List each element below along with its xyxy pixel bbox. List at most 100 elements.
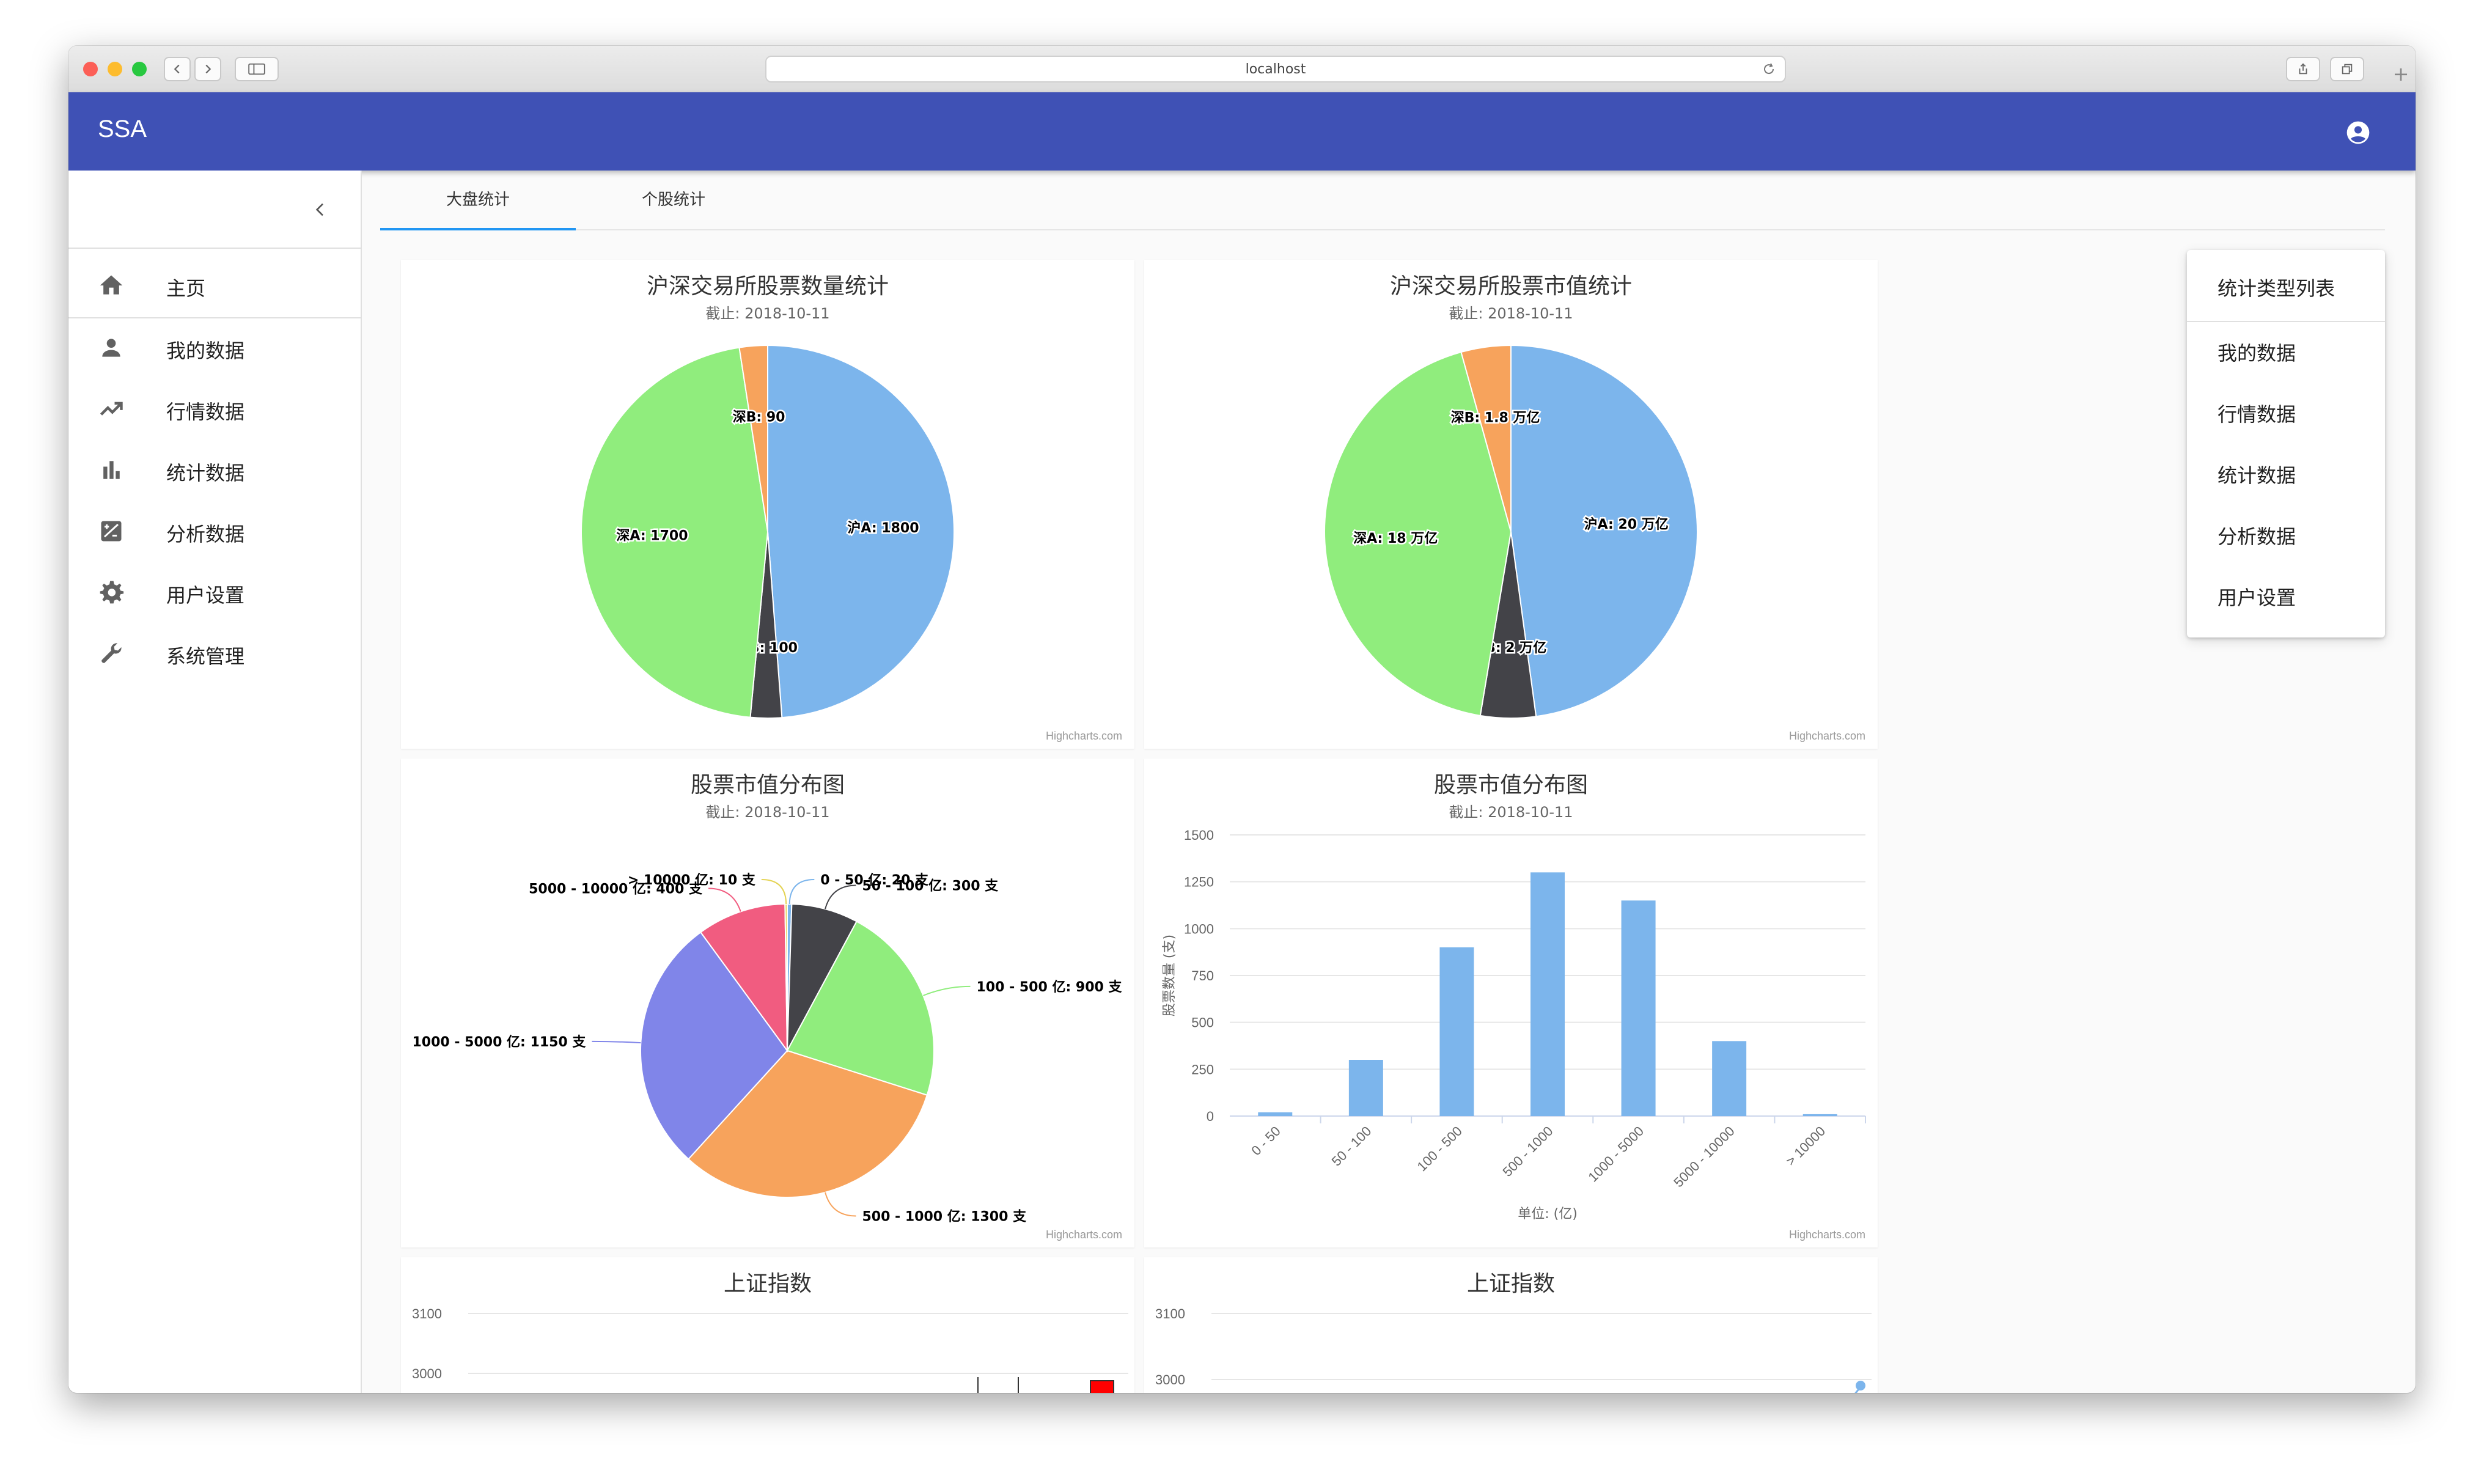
chart-panel-sse-index-line: 3000 3100 上证指数: [1144, 1257, 1878, 1393]
pie-data-label: 1000 - 5000 亿: 1150 支: [412, 1035, 586, 1050]
pie-data-label: 沪A: 1800: [847, 520, 919, 536]
chart-panel-sse-index-candles: 3000 3100 上证指数: [401, 1257, 1134, 1393]
pie-slice-3[interactable]: [1324, 351, 1512, 716]
pie-slice-4[interactable]: [687, 1049, 928, 1198]
bar-chart-cap-distribution: 0 250 500 750 1000 1250 1500 0 - 50 50 - 100 100 …: [1162, 828, 1866, 1222]
menu-item-my-data[interactable]: 我的数据: [2218, 342, 2296, 365]
bar-50-100[interactable]: [1348, 1060, 1383, 1116]
tab-bar: 大盘统计 个股统计: [380, 171, 2385, 230]
y-tick-label: 3000: [1155, 1372, 1185, 1387]
zoom-window-button[interactable]: [132, 62, 147, 76]
active-tab-indicator: [380, 228, 576, 230]
bar-500-1000[interactable]: [1530, 872, 1565, 1116]
y-tick-label: 1000: [1184, 921, 1214, 936]
pie-slice-3[interactable]: [581, 347, 769, 718]
pie-slice-3[interactable]: [786, 920, 935, 1096]
url-text: localhost: [1245, 61, 1306, 77]
pie-slice-1[interactable]: [1510, 344, 1698, 718]
pie-slice-4[interactable]: [1460, 344, 1512, 532]
chart-panel-market-cap: 沪A: 20 万亿 沪B: 2 万亿 深A: 18 万亿 深B: 1.8 万亿 沪深交…: [1144, 260, 1878, 749]
new-tab-button[interactable]: +: [2392, 62, 2409, 86]
menu-item-statistics[interactable]: 统计数据: [2218, 464, 2296, 487]
chart-credits[interactable]: Highcharts.com: [1788, 1229, 1865, 1241]
y-tick-label: 0: [1207, 1109, 1214, 1124]
pie-data-label: 50 - 100 亿: 300 支: [862, 879, 999, 894]
sidebar-item-label: 我的数据: [166, 339, 245, 362]
chart-subtitle: 截止: 2018-10-11: [705, 804, 830, 821]
chart-credits[interactable]: Highcharts.com: [1045, 1229, 1122, 1241]
person-icon: [102, 339, 120, 357]
pie-slice-1[interactable]: [767, 344, 955, 719]
menu-item-market-data[interactable]: 行情数据: [2218, 403, 2296, 426]
y-tick-label: 750: [1191, 968, 1214, 983]
sidebar-item-system-admin[interactable]: 系统管理: [68, 622, 361, 683]
minimize-window-button[interactable]: [108, 62, 122, 76]
pie-data-label: 100 - 500 亿: 900 支: [977, 980, 1123, 995]
account-circle-icon[interactable]: [2345, 119, 2372, 146]
pie-slice-5[interactable]: [640, 931, 788, 1160]
sidebar-item-user-settings[interactable]: 用户设置: [68, 560, 361, 622]
sidebar: 主页 我的数据 行情数据 统计数据 分析数据 用户设置 系统管理: [68, 171, 362, 1393]
analysis-icon: [101, 521, 122, 542]
sidebar-item-statistics[interactable]: 统计数据: [68, 438, 361, 499]
candle-body[interactable]: [1090, 1380, 1114, 1393]
close-window-button[interactable]: [83, 62, 98, 76]
chart-credits[interactable]: Highcharts.com: [1045, 730, 1122, 742]
pie-data-label: > 10000 亿: 10 支: [628, 873, 756, 888]
tabs-overview-button[interactable]: [2330, 57, 2364, 81]
sidebar-toggle-button[interactable]: [235, 57, 279, 81]
collapse-sidebar-icon[interactable]: [310, 200, 330, 219]
pie-slice-4[interactable]: [738, 344, 768, 532]
chart-title: 股票市值分布图: [1433, 773, 1588, 798]
x-axis-title: 单位: (亿): [1518, 1207, 1578, 1222]
menu-heading: 统计类型列表: [2218, 277, 2335, 300]
y-tick-label: 500: [1191, 1015, 1214, 1030]
chart-title: 上证指数: [1466, 1271, 1555, 1296]
forward-button[interactable]: [194, 57, 221, 81]
sidebar-item-home[interactable]: 主页: [68, 254, 361, 315]
sidebar-item-analysis[interactable]: 分析数据: [68, 499, 361, 560]
reload-icon[interactable]: [1762, 62, 1776, 76]
sidebar-item-my-data[interactable]: 我的数据: [68, 316, 361, 377]
chart-panel-stock-count: 沪A: 1800 沪B: 100 深A: 1700 深B: 90 沪深交易所股票数量统…: [401, 260, 1134, 749]
series-point[interactable]: [1856, 1381, 1865, 1390]
pie-slice-2[interactable]: [787, 903, 858, 1051]
chart-subtitle: 截止: 2018-10-11: [705, 305, 830, 322]
wrench-icon: [101, 643, 122, 663]
stat-type-menu: 统计类型列表 我的数据 行情数据 统计数据 分析数据 用户设置: [2187, 250, 2385, 637]
pie-connector: [708, 887, 741, 912]
tab-label: 大盘统计: [446, 191, 510, 209]
bar-100-500[interactable]: [1439, 947, 1474, 1116]
settings-icon: [100, 581, 124, 604]
share-button[interactable]: [2286, 57, 2320, 81]
tab-stock-stats[interactable]: 个股统计: [576, 171, 771, 229]
chart-subtitle: 截止: 2018-10-11: [1449, 804, 1573, 821]
chart-credits[interactable]: Highcharts.com: [1788, 730, 1865, 742]
y-tick-label: 3100: [412, 1306, 442, 1321]
address-bar[interactable]: localhost: [765, 56, 1786, 83]
bar-5000-10000[interactable]: [1712, 1041, 1747, 1116]
menu-item-user-settings[interactable]: 用户设置: [2218, 586, 2296, 609]
browser-window: localhost + SSA 主页 我的数据: [68, 46, 2416, 1393]
bar-10000[interactable]: [1802, 1114, 1837, 1116]
x-tick-label: > 10000: [1783, 1123, 1828, 1169]
bar-0-50[interactable]: [1258, 1112, 1293, 1116]
sidebar-item-market-data[interactable]: 行情数据: [68, 377, 361, 438]
chevron-left-icon: [174, 64, 180, 74]
sidebar-item-label: 分析数据: [166, 523, 245, 546]
y-tick-label: 250: [1191, 1062, 1214, 1077]
pie-data-label: 深A: 18 万亿: [1353, 531, 1438, 546]
pie-data-label: 5000 - 10000 亿: 400 支: [529, 882, 703, 897]
x-tick-label: 100 - 500: [1414, 1123, 1465, 1174]
line-chart-sse-index: 3000 3100: [1155, 1306, 1872, 1393]
chart-subtitle: 截止: 2018-10-11: [1449, 305, 1573, 322]
sidebar-icon: [248, 63, 265, 75]
bar-1000-5000[interactable]: [1621, 900, 1656, 1116]
share-icon: [2299, 63, 2307, 75]
tab-market-stats[interactable]: 大盘统计: [380, 171, 576, 230]
back-button[interactable]: [164, 57, 191, 81]
menu-item-analysis[interactable]: 分析数据: [2218, 525, 2296, 548]
pie-data-label: 沪A: 20 万亿: [1584, 516, 1669, 532]
candlestick-chart-sse-index: 3000 3100: [412, 1306, 1128, 1393]
